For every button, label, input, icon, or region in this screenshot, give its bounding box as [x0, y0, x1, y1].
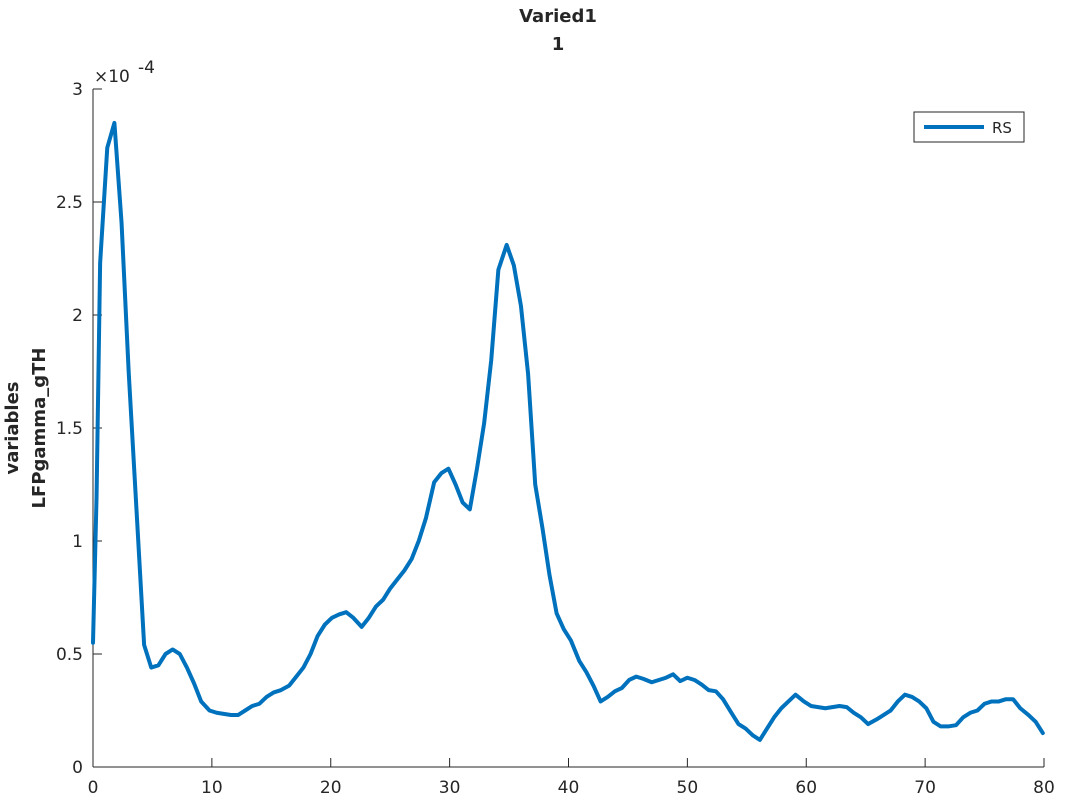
y-tick-label: 0.5 [56, 645, 83, 665]
x-tick-label: 70 [914, 778, 936, 798]
y-tick-label: 0 [72, 758, 83, 778]
legend-label-rs: RS [992, 119, 1012, 137]
x-tick-label: 20 [320, 778, 342, 798]
chart-title-line-1: Varied1 [519, 6, 597, 27]
y-tick-label: 1 [72, 532, 83, 552]
legend: RS [913, 111, 1025, 143]
x-tick-label: 40 [558, 778, 580, 798]
chart-title-line-2: 1 [552, 34, 565, 55]
y-exponent-base: ×10 [94, 67, 130, 87]
tick-labels: 0 10 20 30 40 50 60 70 80 0 0.5 1 1.5 2 2.5 3 [56, 80, 1055, 798]
y-tick-label: 1.5 [56, 419, 83, 439]
x-tick-label: 0 [88, 778, 99, 798]
y-tick-label: 2 [72, 306, 83, 326]
x-tick-label: 50 [677, 778, 699, 798]
y-axis-label-line-2: LFPgamma_gTH [29, 348, 50, 509]
x-tick-label: 10 [201, 778, 223, 798]
y-tick-label: 3 [72, 80, 83, 100]
x-tick-label: 60 [795, 778, 817, 798]
series-line-rs [91, 120, 1045, 742]
y-exponent-label: ×10 -4 [94, 58, 155, 87]
x-tick-label: 80 [1033, 778, 1055, 798]
y-tick-label: 2.5 [56, 193, 83, 213]
ticks [92, 88, 1045, 768]
y-axis-label-line-1: variables [2, 381, 23, 474]
axes [92, 89, 1044, 768]
y-exponent-power: -4 [138, 58, 155, 78]
x-tick-label: 30 [439, 778, 461, 798]
series-layer [91, 120, 1045, 742]
